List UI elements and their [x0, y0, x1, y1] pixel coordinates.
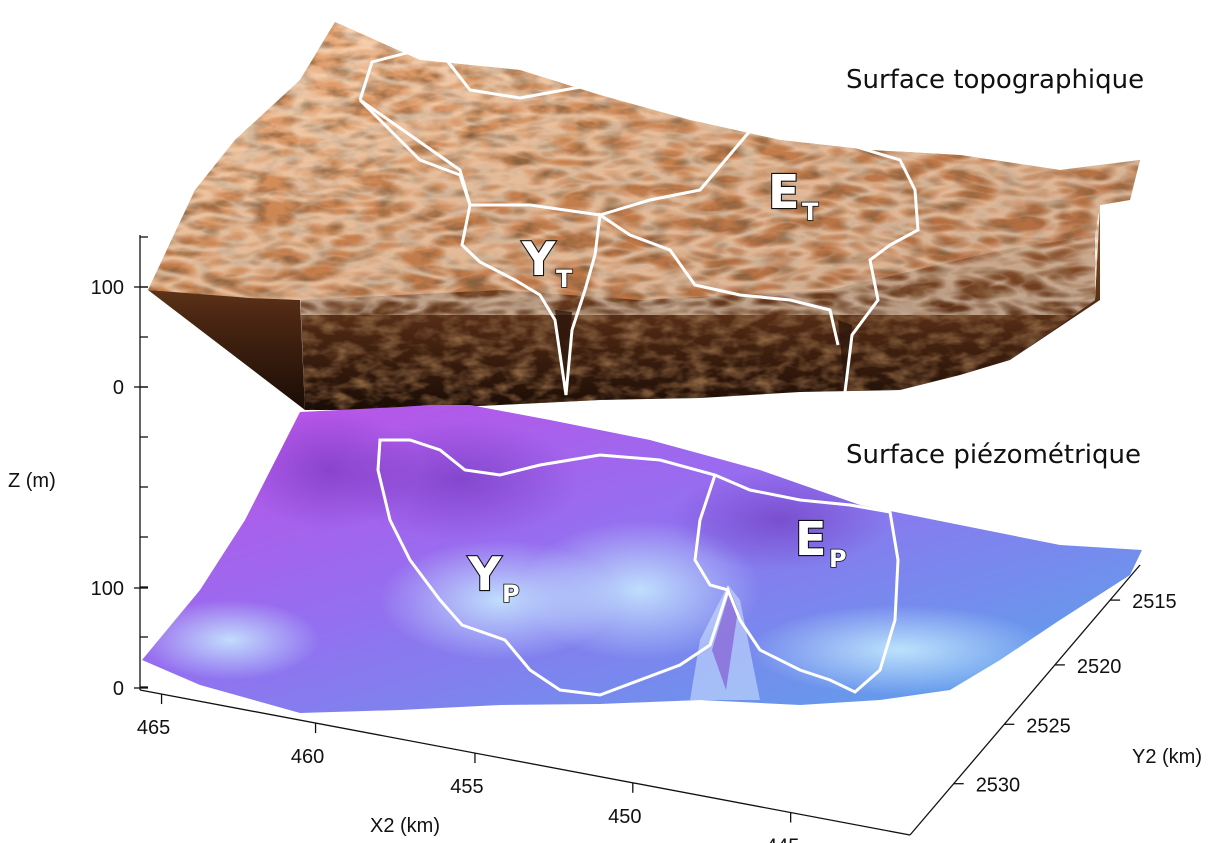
- basin-label-letter: E: [795, 512, 826, 566]
- y-axis-tick-label: 2520: [1077, 656, 1122, 678]
- basin-label-subscript: T: [802, 198, 819, 226]
- x-axis-tick-label: 455: [450, 776, 483, 798]
- topographic-valley: [555, 310, 572, 395]
- basin-outline-topo: [359, 98, 757, 217]
- topographic-valley: [838, 320, 852, 392]
- axis-labels: Z (m) X2 (km) Y2 (km) Surface topographi…: [8, 65, 1202, 837]
- y-axis-tick-label: 2530: [976, 775, 1021, 797]
- x-axis-tick-label: 465: [137, 717, 170, 739]
- y-axis-line: [909, 564, 1141, 836]
- x-axis-tick-label: 445: [766, 836, 799, 843]
- x-axis-label: X2 (km): [370, 815, 440, 837]
- piezometric-surface-title: Surface piézométrique: [846, 440, 1141, 470]
- basin-label-subscript: T: [556, 265, 573, 293]
- z-axis-tick-label: 0: [113, 678, 124, 700]
- basin-label-letter: Y: [521, 232, 556, 286]
- x-axis-line: [139, 689, 911, 836]
- basin-outline-topo: [358, 50, 920, 393]
- basin-label-letter: Y: [467, 547, 502, 601]
- axes: [139, 235, 1141, 836]
- z-axis-tick-label: 100: [91, 578, 124, 600]
- topographic-surface: [148, 22, 1140, 410]
- basin-label-subscript: P: [502, 580, 520, 608]
- z-axis-tick-label: 0: [113, 377, 124, 399]
- x-axis-tick-label: 450: [608, 806, 641, 828]
- piezometric-surface: [142, 405, 1142, 713]
- x-axis-tick-label: 460: [291, 746, 324, 768]
- y-axis-tick-label: 2525: [1026, 715, 1071, 737]
- basin-outline-piezo: [693, 474, 729, 592]
- basin-outline-piezo: [376, 438, 900, 697]
- z-axis-tick-label: 100: [91, 277, 124, 299]
- basin-label-subscript: P: [829, 545, 847, 573]
- y-axis-label: Y2 (km): [1132, 746, 1202, 768]
- z-axis-label: Z (m): [8, 470, 56, 492]
- axis-ticks: 100 0 100 0 465 460 455 450 445 2515 2520 2525 2530: [91, 236, 1177, 843]
- y-axis-tick-label: 2515: [1132, 591, 1177, 613]
- basin-labels: Y TE TY PE P: [466, 164, 847, 609]
- topographic-surface-title: Surface topographique: [846, 65, 1144, 95]
- basin-label-letter: E: [768, 165, 799, 219]
